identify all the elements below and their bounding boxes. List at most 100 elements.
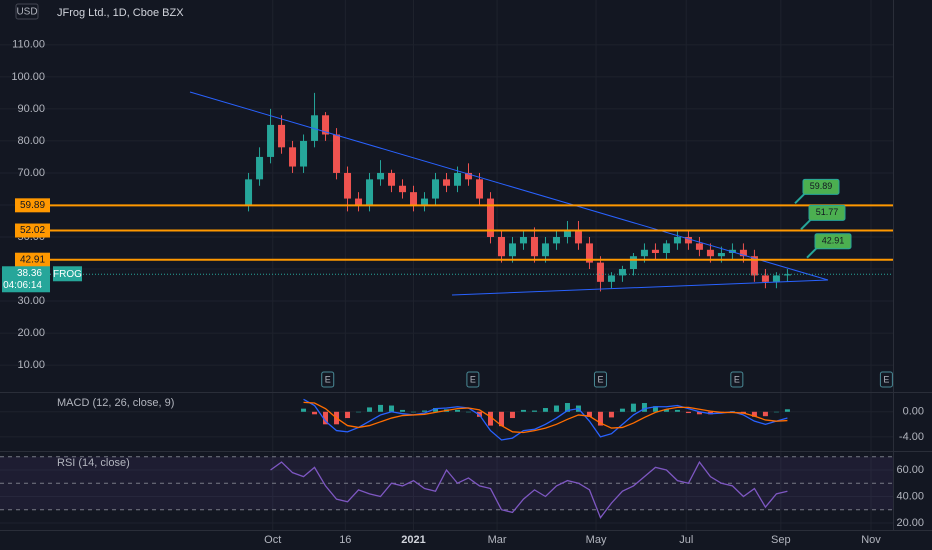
macd-histogram-bar xyxy=(356,411,362,413)
countdown: 04:06:14 xyxy=(3,280,42,291)
candle-body xyxy=(508,243,516,257)
candle-body xyxy=(410,192,418,205)
candle-body xyxy=(453,172,461,186)
candle-body xyxy=(421,198,429,205)
rsi-line xyxy=(270,460,788,519)
x-tick-label: 16 xyxy=(339,534,351,546)
candle-body xyxy=(333,134,341,173)
y-tick-label: 100.00 xyxy=(11,71,45,83)
earnings-label: E xyxy=(325,374,331,384)
level-label-box xyxy=(15,198,50,213)
macd-histogram-bar xyxy=(751,411,757,417)
currency-box[interactable] xyxy=(15,3,39,20)
candle-body xyxy=(443,179,450,186)
earnings-marker[interactable] xyxy=(593,371,607,388)
marks xyxy=(0,92,893,519)
macd-histogram-bar xyxy=(608,411,614,418)
macd-histogram-bar xyxy=(663,409,669,412)
callout-pointer xyxy=(794,192,806,205)
macd-histogram-bar xyxy=(762,411,768,417)
y-tick-label: 90.00 xyxy=(17,103,45,115)
symbol-box xyxy=(53,266,82,282)
y-tick-label: 30.00 xyxy=(17,295,45,307)
macd-histogram-bar xyxy=(685,411,691,414)
overlay: Oct 16 2021 Mar May Jul Sep Nov 10.00 20.00 30.00 4… xyxy=(2,39,924,546)
macd-histogram-bar xyxy=(454,409,460,412)
macd-title: MACD (12, 26, close, 9) xyxy=(57,397,174,409)
candle-body xyxy=(267,124,275,157)
candle-body xyxy=(717,253,725,257)
candle-body xyxy=(662,243,670,254)
macd-histogram-bar xyxy=(674,409,680,412)
candle-body xyxy=(289,147,297,167)
candle-body xyxy=(783,274,791,276)
macd-histogram-bar xyxy=(641,403,647,412)
candle-body xyxy=(640,249,648,257)
earnings-label: E xyxy=(470,374,476,384)
macd-histogram-bar xyxy=(345,411,351,419)
candle-body xyxy=(245,179,253,205)
earnings-marker[interactable] xyxy=(466,371,480,388)
earnings-marker[interactable] xyxy=(730,371,744,388)
macd-histogram-bar xyxy=(652,406,658,412)
macd-histogram-bar xyxy=(696,411,702,415)
macd-histogram-bar xyxy=(553,405,559,412)
callout-pointer xyxy=(800,218,812,231)
candle-body xyxy=(344,172,352,199)
candle-body xyxy=(355,198,363,205)
x-tick-label: Sep xyxy=(771,534,791,546)
macd-histogram-bar xyxy=(433,408,439,412)
macd-histogram-bar xyxy=(586,411,592,417)
rsi-title: RSI (14, close) xyxy=(57,457,130,469)
currency: USD xyxy=(16,7,37,18)
candle-body xyxy=(300,140,308,167)
macd-histogram-bar xyxy=(619,408,625,412)
macd-histogram-bar xyxy=(400,409,406,412)
callout-label: 51.77 xyxy=(816,207,839,217)
candle-body xyxy=(706,249,714,257)
macd-histogram-bar xyxy=(784,409,790,412)
callout-box xyxy=(814,233,852,250)
candle-body xyxy=(651,249,659,254)
x-tick-label: May xyxy=(586,534,607,546)
candle-body xyxy=(475,179,483,199)
y-tick-label: 110.00 xyxy=(12,39,45,51)
y-tick-label: 10.00 xyxy=(17,359,45,371)
last-price: 38.36 xyxy=(17,268,42,279)
candle-body xyxy=(464,172,472,180)
candle-body xyxy=(311,115,319,141)
callout-box xyxy=(808,204,846,221)
candle-body xyxy=(432,179,440,199)
candle-body xyxy=(278,124,286,148)
candle-body xyxy=(673,236,681,244)
macd-histogram-bar xyxy=(367,407,373,412)
macd-histogram-bar xyxy=(498,411,504,427)
macd-histogram-bar xyxy=(378,404,384,412)
symbol: FROG xyxy=(53,269,82,280)
candle-body xyxy=(322,115,330,135)
macd-histogram-bar xyxy=(312,411,318,415)
macd-histogram-bar xyxy=(487,411,493,426)
trend-line xyxy=(451,279,829,296)
macd-histogram-bar xyxy=(422,410,428,412)
earnings-marker[interactable] xyxy=(879,371,893,388)
candle-body xyxy=(388,172,396,186)
candle-body xyxy=(530,236,538,257)
candle-body xyxy=(541,243,549,257)
earnings-marker[interactable] xyxy=(321,371,335,388)
macd-histogram-bar xyxy=(597,411,603,426)
level-label: 52.02 xyxy=(20,225,45,236)
x-tick-label: Mar xyxy=(488,534,507,546)
candle-body xyxy=(563,230,571,237)
x-tick-label: Nov xyxy=(861,534,881,546)
macd-line xyxy=(303,401,788,434)
level-label-box xyxy=(15,223,50,238)
level-label: 59.89 xyxy=(20,200,45,211)
macd-histogram-bar xyxy=(509,411,515,419)
x-tick-label: 2021 xyxy=(401,534,425,546)
earnings-label: E xyxy=(734,374,740,384)
macd-histogram-bar xyxy=(564,403,570,412)
candle-body xyxy=(366,179,374,205)
